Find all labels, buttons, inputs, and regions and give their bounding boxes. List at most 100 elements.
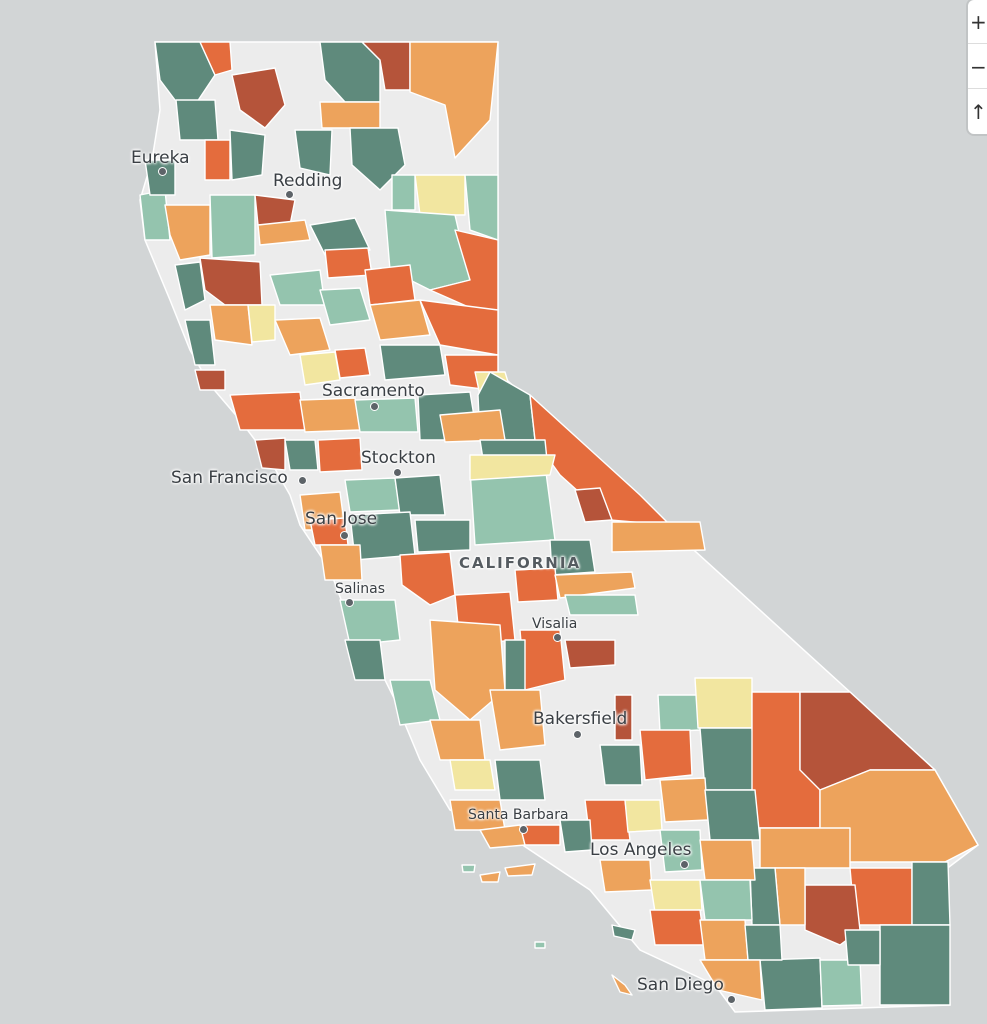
region-area[interactable] bbox=[911, 861, 951, 926]
city-label-los-angeles: Los Angeles bbox=[590, 840, 692, 860]
region-area[interactable] bbox=[409, 41, 499, 159]
region-area[interactable] bbox=[439, 409, 506, 443]
region-area[interactable] bbox=[699, 879, 753, 921]
region-area[interactable] bbox=[699, 919, 749, 961]
city-dot bbox=[340, 531, 349, 540]
state-label: CALIFORNIA bbox=[459, 554, 582, 572]
region-area[interactable] bbox=[414, 519, 471, 553]
region-area[interactable] bbox=[139, 189, 171, 241]
region-area[interactable] bbox=[574, 487, 613, 523]
zoom-in-button[interactable]: + bbox=[968, 0, 987, 44]
region-area[interactable] bbox=[879, 924, 951, 1006]
region-area[interactable] bbox=[429, 719, 486, 761]
region-area[interactable] bbox=[199, 41, 233, 76]
region-area[interactable] bbox=[319, 544, 363, 581]
island bbox=[504, 863, 536, 877]
region-area[interactable] bbox=[564, 639, 616, 669]
region-area[interactable] bbox=[694, 677, 753, 729]
map-controls: + − ↑ bbox=[968, 0, 987, 134]
zoom-out-button[interactable]: − bbox=[968, 45, 987, 89]
city-dot bbox=[285, 190, 294, 199]
region-area[interactable] bbox=[254, 194, 296, 226]
region-area[interactable] bbox=[361, 41, 411, 91]
region-area[interactable] bbox=[364, 264, 416, 306]
region-area[interactable] bbox=[254, 437, 286, 471]
region-area[interactable] bbox=[449, 759, 496, 791]
city-label-san-francisco: San Francisco bbox=[171, 468, 288, 488]
region-area[interactable] bbox=[554, 571, 636, 599]
region-area[interactable] bbox=[231, 67, 286, 129]
region-area[interactable] bbox=[494, 759, 546, 801]
region-area[interactable] bbox=[614, 694, 633, 741]
region-area[interactable] bbox=[429, 619, 506, 721]
region-area[interactable] bbox=[759, 957, 823, 1011]
region-area[interactable] bbox=[504, 639, 526, 691]
region-area[interactable] bbox=[319, 287, 371, 326]
region-area[interactable] bbox=[209, 304, 253, 346]
region-area[interactable] bbox=[294, 129, 333, 176]
region-area[interactable] bbox=[319, 101, 381, 129]
region-area[interactable] bbox=[247, 304, 276, 343]
region-area[interactable] bbox=[269, 269, 326, 306]
region-area[interactable] bbox=[229, 129, 266, 181]
region-area[interactable] bbox=[844, 929, 881, 966]
region-area[interactable] bbox=[229, 391, 306, 431]
region-area[interactable] bbox=[514, 567, 559, 603]
region-area[interactable] bbox=[699, 839, 756, 881]
region-area[interactable] bbox=[649, 909, 706, 946]
region-area[interactable] bbox=[354, 397, 419, 433]
region-area[interactable] bbox=[519, 824, 561, 846]
region-area[interactable] bbox=[144, 159, 176, 196]
region-area[interactable] bbox=[704, 789, 761, 841]
region-area[interactable] bbox=[657, 694, 701, 733]
region-area[interactable] bbox=[379, 344, 446, 381]
region-area[interactable] bbox=[299, 351, 341, 386]
region-area[interactable] bbox=[299, 397, 361, 433]
region-area[interactable] bbox=[584, 799, 631, 841]
region-area[interactable] bbox=[257, 219, 311, 246]
region-area[interactable] bbox=[649, 879, 703, 913]
region-area[interactable] bbox=[489, 689, 546, 751]
region-area[interactable] bbox=[469, 454, 556, 481]
region-area[interactable] bbox=[209, 194, 256, 259]
region-area[interactable] bbox=[849, 867, 913, 926]
island bbox=[611, 974, 633, 996]
region-area[interactable] bbox=[164, 204, 211, 261]
region-area[interactable] bbox=[174, 261, 206, 311]
region-area[interactable] bbox=[284, 439, 319, 471]
region-area[interactable] bbox=[699, 959, 763, 1001]
region-area[interactable] bbox=[175, 99, 219, 141]
region-area[interactable] bbox=[344, 477, 401, 513]
region-area[interactable] bbox=[659, 829, 703, 873]
region-area[interactable] bbox=[564, 594, 639, 616]
region-area[interactable] bbox=[184, 319, 216, 366]
region-area[interactable] bbox=[464, 174, 499, 241]
region-area[interactable] bbox=[744, 924, 783, 961]
region-area[interactable] bbox=[624, 799, 663, 833]
region-area[interactable] bbox=[549, 539, 596, 576]
region-area[interactable] bbox=[699, 727, 756, 791]
region-area[interactable] bbox=[659, 777, 709, 823]
region-area[interactable] bbox=[339, 599, 401, 646]
compass-button[interactable]: ↑ bbox=[970, 100, 987, 124]
region-area[interactable] bbox=[559, 819, 593, 853]
region-area[interactable] bbox=[394, 474, 446, 516]
region-area[interactable] bbox=[599, 859, 653, 893]
region-area[interactable] bbox=[819, 959, 863, 1007]
region-area[interactable] bbox=[759, 827, 851, 869]
region-area[interactable] bbox=[599, 744, 643, 786]
region-area[interactable] bbox=[334, 347, 371, 379]
city-dot bbox=[370, 402, 379, 411]
region-area[interactable] bbox=[399, 551, 456, 606]
region-area[interactable] bbox=[639, 729, 693, 781]
region-area[interactable] bbox=[317, 437, 363, 473]
region-area[interactable] bbox=[369, 299, 431, 341]
region-area[interactable] bbox=[414, 174, 466, 216]
region-area[interactable] bbox=[274, 317, 331, 356]
region-area[interactable] bbox=[391, 174, 416, 211]
region-area[interactable] bbox=[611, 521, 706, 553]
region-area[interactable] bbox=[194, 369, 226, 391]
region-area[interactable] bbox=[204, 139, 231, 181]
region-area[interactable] bbox=[344, 639, 386, 681]
